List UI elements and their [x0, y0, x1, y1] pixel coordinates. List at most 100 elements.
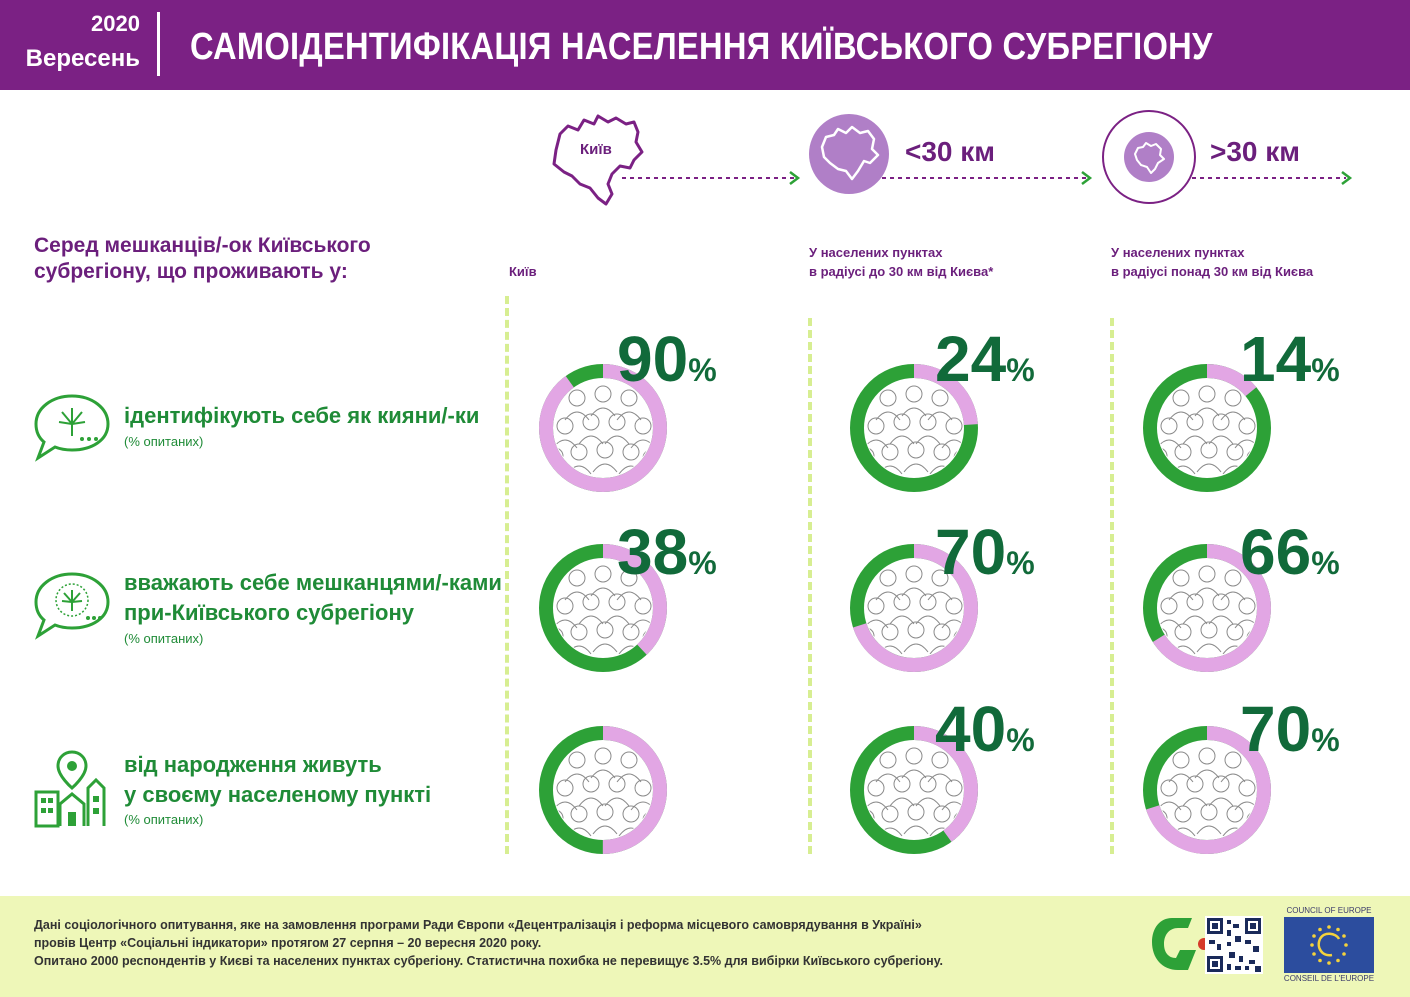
- column-header-line: в радіусі понад 30 км від Києва: [1111, 264, 1314, 279]
- crowd-head: [893, 413, 911, 431]
- crowd-head: [634, 597, 652, 615]
- crowd-head: [594, 747, 612, 765]
- crowd-shoulders: [1208, 435, 1234, 445]
- crowd-head: [931, 751, 949, 769]
- crowd-shoulders: [927, 411, 953, 421]
- crowd-head: [1160, 417, 1178, 435]
- crowd-head: [570, 623, 588, 641]
- donut-background: [1150, 371, 1264, 485]
- crowd-shoulders: [1168, 411, 1194, 421]
- crowd-shoulders: [1196, 825, 1222, 835]
- crowd-shoulders: [1194, 769, 1220, 779]
- pct-near-born: 40%: [935, 697, 1035, 761]
- crowd-head: [881, 443, 899, 461]
- city-pin-icon: [34, 750, 106, 828]
- donut-kyiv-subregion: [539, 544, 667, 672]
- crowd-head: [608, 775, 626, 793]
- pct-kyiv-identity: 90%: [617, 327, 717, 391]
- crowd-head: [608, 413, 626, 431]
- crowd-shoulders: [616, 773, 642, 783]
- council-of-europe-logo: COUNCIL OF EUROPE CONSEIL DE L'EUROPE: [1280, 906, 1378, 986]
- arrow-1: [622, 171, 801, 185]
- donut-background: [1150, 551, 1264, 665]
- qr-code-icon: [1205, 916, 1263, 974]
- crowd-head: [1226, 443, 1244, 461]
- column-header-line: У населених пунктах: [809, 245, 943, 260]
- pct-sign: %: [1311, 352, 1340, 388]
- crowd-head: [570, 443, 588, 461]
- near-region-icon: [809, 114, 889, 194]
- footer-text: Дані соціологічного опитування, яке на з…: [34, 916, 1154, 970]
- crowd-head: [556, 597, 574, 615]
- donut-share-segment: [1143, 364, 1271, 492]
- crowd-head: [931, 569, 949, 587]
- coe-bottom-text: CONSEIL DE L'EUROPE: [1283, 974, 1375, 983]
- crowd-shoulders: [1220, 411, 1246, 421]
- pct-value: 66: [1240, 516, 1312, 588]
- row-label-subregion-identity: вважають себе мешканцями/-ками при-Київс…: [124, 568, 502, 628]
- crowd-head: [945, 417, 963, 435]
- row-note: (% опитаних): [124, 631, 204, 646]
- crowd-head: [582, 775, 600, 793]
- donut-background: [857, 551, 971, 665]
- header-divider: [157, 12, 160, 76]
- crowd-head: [907, 803, 925, 821]
- column-divider: [505, 296, 509, 854]
- crowd-head: [1186, 775, 1204, 793]
- crowd-head: [1226, 623, 1244, 641]
- pct-value: 70: [935, 516, 1007, 588]
- crowd-shoulders: [578, 797, 604, 807]
- crowd-shoulders: [578, 615, 604, 625]
- pct-sign: %: [688, 545, 717, 581]
- column-header-line: Київ: [509, 264, 537, 279]
- chestnut-speech-icon: [34, 394, 110, 462]
- crowd-head: [568, 569, 586, 587]
- row-label-line: при-Київського субрегіону: [124, 600, 415, 625]
- crowd-head: [933, 443, 951, 461]
- donut-background: [1150, 733, 1264, 847]
- crowd-shoulders: [1168, 591, 1194, 601]
- crowd-head: [919, 413, 937, 431]
- donut-share-segment: [850, 726, 978, 854]
- crowd-shoulders: [1234, 439, 1256, 449]
- crowd-head: [1186, 413, 1204, 431]
- donut-near-identity: [850, 364, 978, 492]
- arrow-2: [882, 171, 1093, 185]
- donut-background: [857, 733, 971, 847]
- donut-kyiv-identity: [539, 364, 667, 492]
- kyiv-map-label: Київ: [580, 141, 612, 158]
- donut-far-identity: [1143, 364, 1271, 492]
- crowd-head: [879, 569, 897, 587]
- crowd-head: [1212, 775, 1230, 793]
- kyiv-map-icon: Київ: [552, 114, 644, 206]
- footer-line: Опитано 2000 респондентів у Києві та нас…: [34, 954, 944, 968]
- crowd-head: [881, 805, 899, 823]
- crowd-shoulders: [630, 439, 652, 449]
- crowd-head: [622, 443, 640, 461]
- crowd-head: [933, 805, 951, 823]
- crowd-head: [1212, 593, 1230, 611]
- pct-value: 70: [1240, 693, 1312, 765]
- donut-share-segment: [850, 364, 978, 492]
- crowd-head: [907, 441, 925, 459]
- crowd-head: [622, 805, 640, 823]
- donut-near-born: [850, 726, 978, 854]
- crowd-shoulders: [564, 591, 590, 601]
- crowd-head: [867, 779, 885, 797]
- crowd-head: [945, 779, 963, 797]
- crowd-head: [1172, 569, 1190, 587]
- pct-near-identity: 24%: [935, 327, 1035, 391]
- crowd-head: [596, 441, 614, 459]
- pct-sign: %: [1006, 352, 1035, 388]
- crowd-shoulders: [592, 825, 618, 835]
- arrow-3: [1192, 171, 1353, 185]
- crowd-shoulders: [1194, 587, 1220, 597]
- donut-share-segment: [850, 544, 978, 672]
- crowd-head: [1212, 413, 1230, 431]
- crowd-shoulders: [1182, 797, 1208, 807]
- donut-background: [857, 371, 971, 485]
- crowd-shoulders: [590, 769, 616, 779]
- crowd-shoulders: [592, 643, 618, 653]
- crowd-shoulders: [1182, 615, 1208, 625]
- crowd-head: [568, 751, 586, 769]
